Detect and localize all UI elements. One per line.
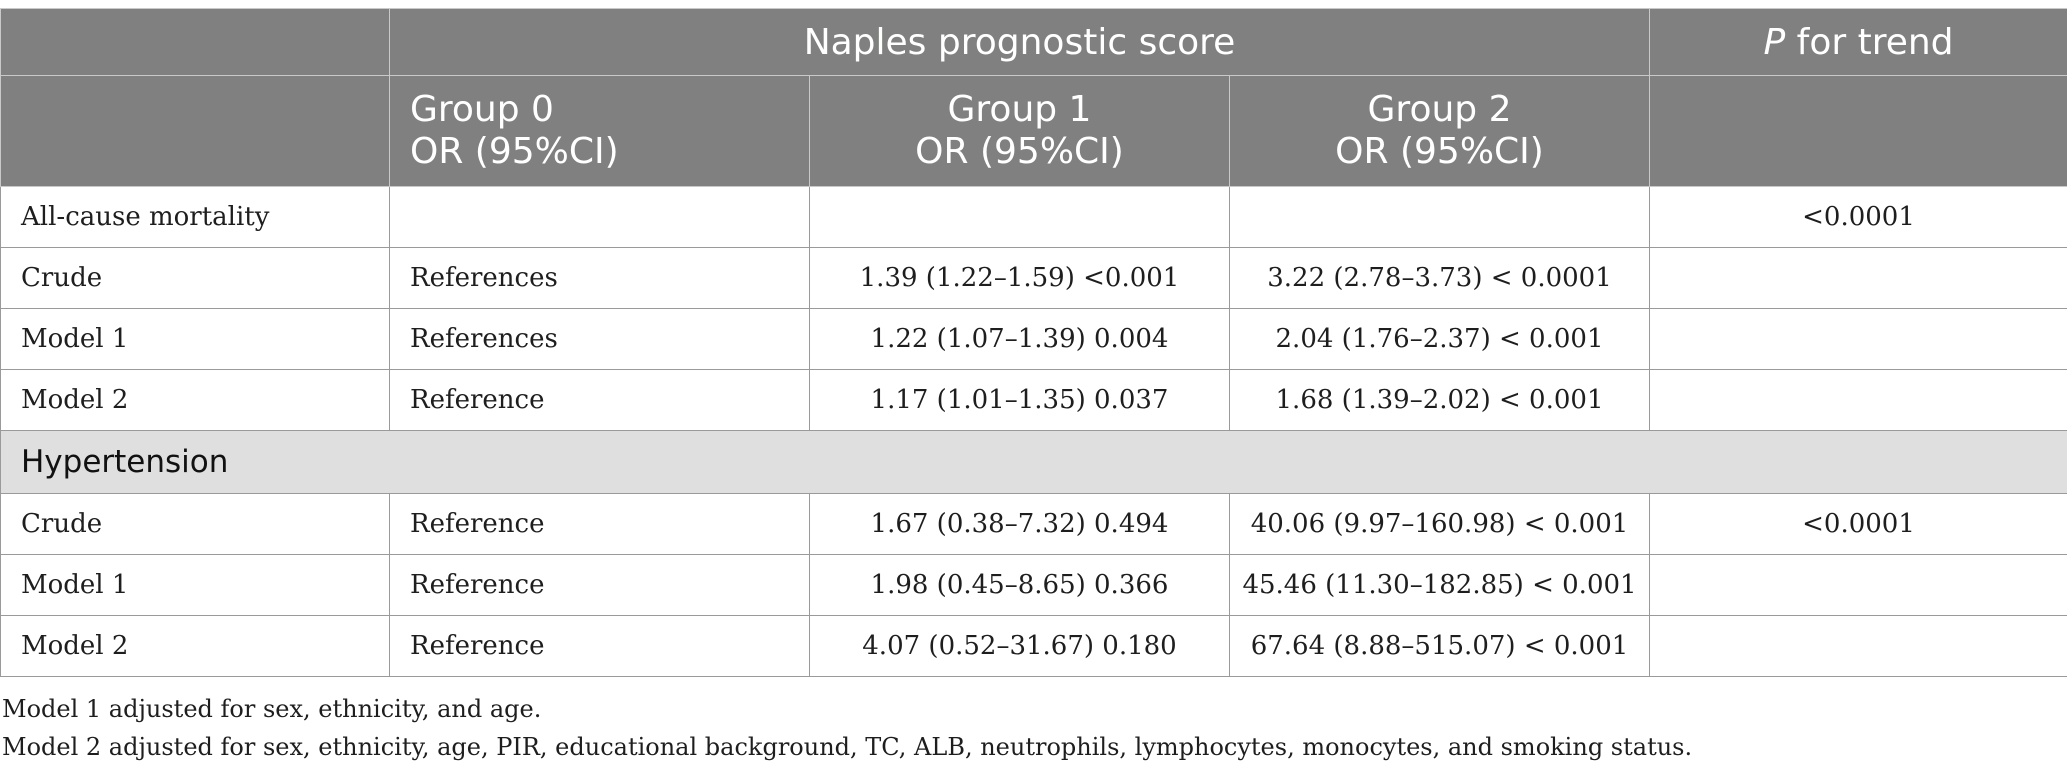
cell-group-2: 2.04 (1.76–2.37) < 0.001 [1228, 308, 1651, 370]
header-empty-cell [0, 8, 390, 76]
cell-group-1: 1.67 (0.38–7.32) 0.494 [809, 493, 1230, 555]
table-row-htn-crude: Crude Reference 1.67 (0.38–7.32) 0.494 4… [0, 493, 2067, 555]
table-row-acm-crude: Crude References 1.39 (1.22–1.59) <0.001… [0, 247, 2067, 309]
cell-group-0: Reference [389, 615, 810, 677]
footnote-model-2: Model 2 adjusted for sex, ethnicity, age… [2, 733, 1693, 761]
cell-p-trend [1649, 615, 2067, 677]
table-row-htn-model-2: Model 2 Reference 4.07 (0.52–31.67) 0.18… [0, 615, 2067, 677]
cell-group-2: 45.46 (11.30–182.85) < 0.001 [1228, 554, 1651, 616]
group-1-header: Group 1 OR (95%CI) [809, 75, 1230, 187]
cell-p-trend [1649, 369, 2067, 431]
group-1-sub: OR (95%CI) [915, 131, 1124, 172]
cell-group-0: Reference [389, 369, 810, 431]
table-row-htn-model-1: Model 1 Reference 1.98 (0.45–8.65) 0.366… [0, 554, 2067, 616]
header-row-1: Naples prognostic score P for trend [0, 8, 2067, 76]
footnote-model-1: Model 1 adjusted for sex, ethnicity, and… [2, 695, 542, 723]
cell-group-2: 1.68 (1.39–2.02) < 0.001 [1228, 369, 1651, 431]
header-row-2: Group 0 OR (95%CI) Group 1 OR (95%CI) Grou… [0, 75, 2067, 187]
table-row-acm-model-1: Model 1 References 1.22 (1.07–1.39) 0.00… [0, 308, 2067, 370]
cell-p-trend: <0.0001 [1649, 493, 2067, 555]
p-trend-text: for trend [1785, 21, 1954, 63]
cell-group-1: 1.22 (1.07–1.39) 0.004 [809, 308, 1230, 370]
cell-p-trend [1649, 554, 2067, 616]
cell-group-0: Reference [389, 493, 810, 555]
group-2-header: Group 2 OR (95%CI) [1228, 75, 1651, 187]
p-italic: P [1763, 21, 1786, 63]
section-row-hypertension: Hypertension [0, 430, 2067, 494]
cell-p-trend [1649, 308, 2067, 370]
cell-group-2: 40.06 (9.97–160.98) < 0.001 [1228, 493, 1651, 555]
cell-group-2 [1228, 186, 1651, 248]
cell-group-1: 1.17 (1.01–1.35) 0.037 [809, 369, 1230, 431]
group-0-name: Group 0 [410, 89, 554, 130]
results-table-container: Naples prognostic score P for trend Grou… [0, 8, 2067, 677]
cell-p-trend [1649, 247, 2067, 309]
results-table: Naples prognostic score P for trend Grou… [0, 8, 2067, 677]
table-row-all-cause-mortality: All-cause mortality <0.0001 [0, 186, 2067, 248]
group-0-sub: OR (95%CI) [410, 131, 619, 172]
group-2-name: Group 2 [1367, 89, 1512, 130]
row-label: Model 2 [0, 615, 390, 677]
group-2-sub: OR (95%CI) [1335, 131, 1544, 172]
cell-group-2: 67.64 (8.88–515.07) < 0.001 [1228, 615, 1651, 677]
cell-group-0: References [389, 247, 810, 309]
header-empty-cell [0, 75, 390, 187]
row-label: Crude [0, 493, 390, 555]
cell-group-1: 4.07 (0.52–31.67) 0.180 [809, 615, 1230, 677]
row-label: Model 1 [0, 554, 390, 616]
row-label: Crude [0, 247, 390, 309]
row-label: Model 2 [0, 369, 390, 431]
group-0-header: Group 0 OR (95%CI) [389, 75, 810, 187]
section-label: Hypertension [0, 430, 2067, 494]
naples-score-header: Naples prognostic score [388, 8, 1651, 76]
table-footnotes: Model 1 adjusted for sex, ethnicity, and… [0, 690, 1692, 766]
cell-p-trend: <0.0001 [1649, 186, 2067, 248]
row-label: All-cause mortality [0, 186, 390, 248]
table-row-acm-model-2: Model 2 Reference 1.17 (1.01–1.35) 0.037… [0, 369, 2067, 431]
group-1-name: Group 1 [947, 89, 1092, 130]
cell-group-2: 3.22 (2.78–3.73) < 0.0001 [1228, 247, 1651, 309]
row-label: Model 1 [0, 308, 390, 370]
cell-group-1: 1.98 (0.45–8.65) 0.366 [809, 554, 1230, 616]
cell-group-1: 1.39 (1.22–1.59) <0.001 [809, 247, 1230, 309]
p-trend-header: P for trend [1649, 8, 2067, 76]
cell-group-1 [809, 186, 1230, 248]
cell-group-0 [389, 186, 810, 248]
cell-group-0: Reference [389, 554, 810, 616]
header-empty-cell [1649, 75, 2067, 187]
cell-group-0: References [389, 308, 810, 370]
